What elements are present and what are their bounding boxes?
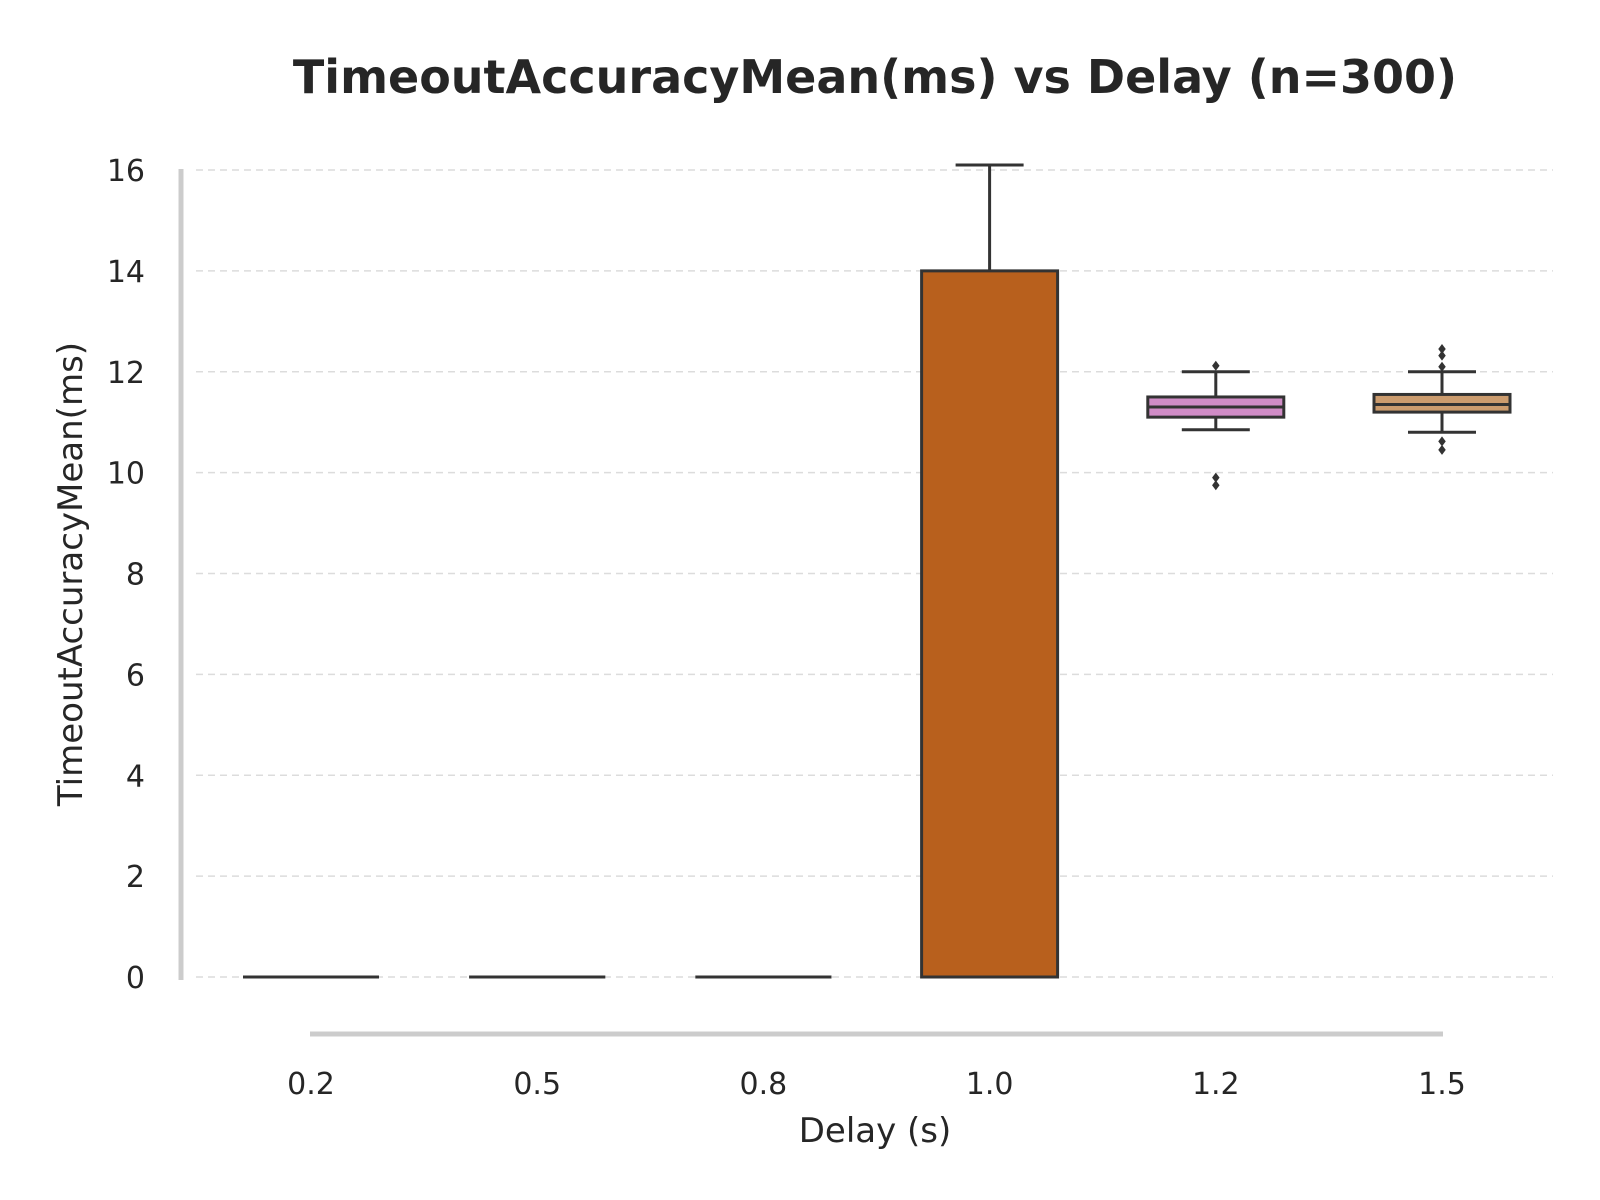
outlier-point — [1438, 350, 1446, 361]
y-tick-label-8: 8 — [126, 558, 145, 593]
y-tick-label-10: 10 — [107, 457, 145, 492]
x-tick-label-1.5: 1.5 — [1418, 1067, 1466, 1102]
outlier-point — [1438, 444, 1446, 455]
box-1.0 — [920, 163, 1060, 979]
box-1.2 — [1146, 360, 1286, 491]
x-tick-label-1.2: 1.2 — [1192, 1067, 1240, 1102]
y-tick-label-4: 4 — [126, 759, 145, 794]
x-tick-labels: 0.2 0.5 0.8 1.0 1.2 1.5 — [287, 1067, 1466, 1102]
y-tick-label-12: 12 — [107, 356, 145, 391]
outlier-point — [1212, 360, 1220, 371]
y-tick-label-6: 6 — [126, 658, 145, 693]
box-1.5 — [1372, 344, 1512, 455]
outlier-point — [1438, 436, 1446, 447]
y-tick-labels: 0 2 4 6 8 10 12 14 16 — [107, 154, 145, 996]
x-tick-label-1.0: 1.0 — [966, 1067, 1014, 1102]
outlier-point — [1212, 472, 1220, 483]
x-axis-label: Delay (s) — [799, 1111, 952, 1151]
y-axis-label: TimeoutAccuracyMean(ms) — [51, 342, 91, 807]
boxes — [243, 163, 1512, 979]
outlier-point — [1212, 480, 1220, 491]
y-tick-label-0: 0 — [126, 961, 145, 996]
y-tick-label-14: 14 — [107, 255, 145, 290]
y-tick-label-2: 2 — [126, 860, 145, 895]
x-tick-label-0.5: 0.5 — [513, 1067, 561, 1102]
chart-title: TimeoutAccuracyMean(ms) vs Delay (n=300) — [293, 50, 1457, 104]
x-tick-label-0.8: 0.8 — [740, 1067, 788, 1102]
iqr-box — [920, 269, 1060, 979]
outlier-point — [1438, 361, 1446, 372]
grid-lines — [196, 169, 1553, 978]
x-tick-label-0.2: 0.2 — [287, 1067, 335, 1102]
outlier-point — [1438, 344, 1446, 355]
y-tick-label-16: 16 — [107, 154, 145, 189]
